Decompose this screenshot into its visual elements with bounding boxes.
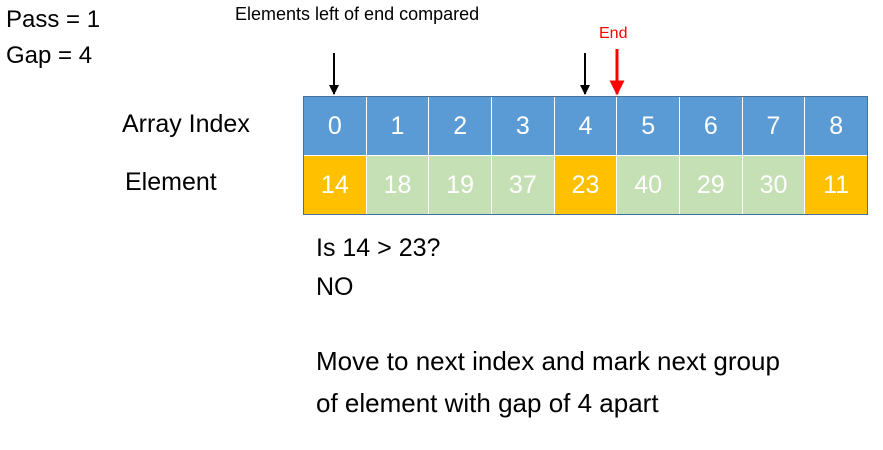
element-cell: 23 xyxy=(554,156,617,214)
index-cell: 6 xyxy=(680,97,742,155)
explanation-line: Move to next index and mark next group xyxy=(316,346,780,376)
index-cell: 1 xyxy=(366,97,429,155)
array-index-row-label: Array Index xyxy=(122,110,250,138)
pass-label: Pass = 1 xyxy=(6,6,101,33)
element-row-label: Element xyxy=(125,168,217,196)
element-cell: 30 xyxy=(742,156,805,214)
array-grid: 0 1 2 3 4 5 6 7 8 14 18 19 37 23 40 29 3… xyxy=(303,96,868,215)
element-cell: 40 xyxy=(617,156,679,214)
index-cell: 3 xyxy=(492,97,554,155)
index-cell: 0 xyxy=(304,97,366,155)
comparison-question: Is 14 > 23? xyxy=(316,234,441,262)
index-cell: 7 xyxy=(742,97,805,155)
element-cell: 11 xyxy=(805,156,867,214)
index-cell: 5 xyxy=(617,97,679,155)
index-cell: 4 xyxy=(554,97,617,155)
index-cell: 8 xyxy=(805,97,867,155)
comparison-answer: NO xyxy=(316,273,354,301)
element-cell: 19 xyxy=(429,156,491,214)
gap-label: Gap = 4 xyxy=(6,42,93,69)
element-cell: 37 xyxy=(492,156,554,214)
end-label: End xyxy=(599,25,628,42)
element-cell: 29 xyxy=(680,156,742,214)
element-cell: 14 xyxy=(304,156,366,214)
index-cell: 2 xyxy=(429,97,491,155)
compare-note: Elements left of end compared xyxy=(235,4,480,24)
element-cell: 18 xyxy=(366,156,429,214)
explanation-line: of element with gap of 4 apart xyxy=(316,388,659,418)
